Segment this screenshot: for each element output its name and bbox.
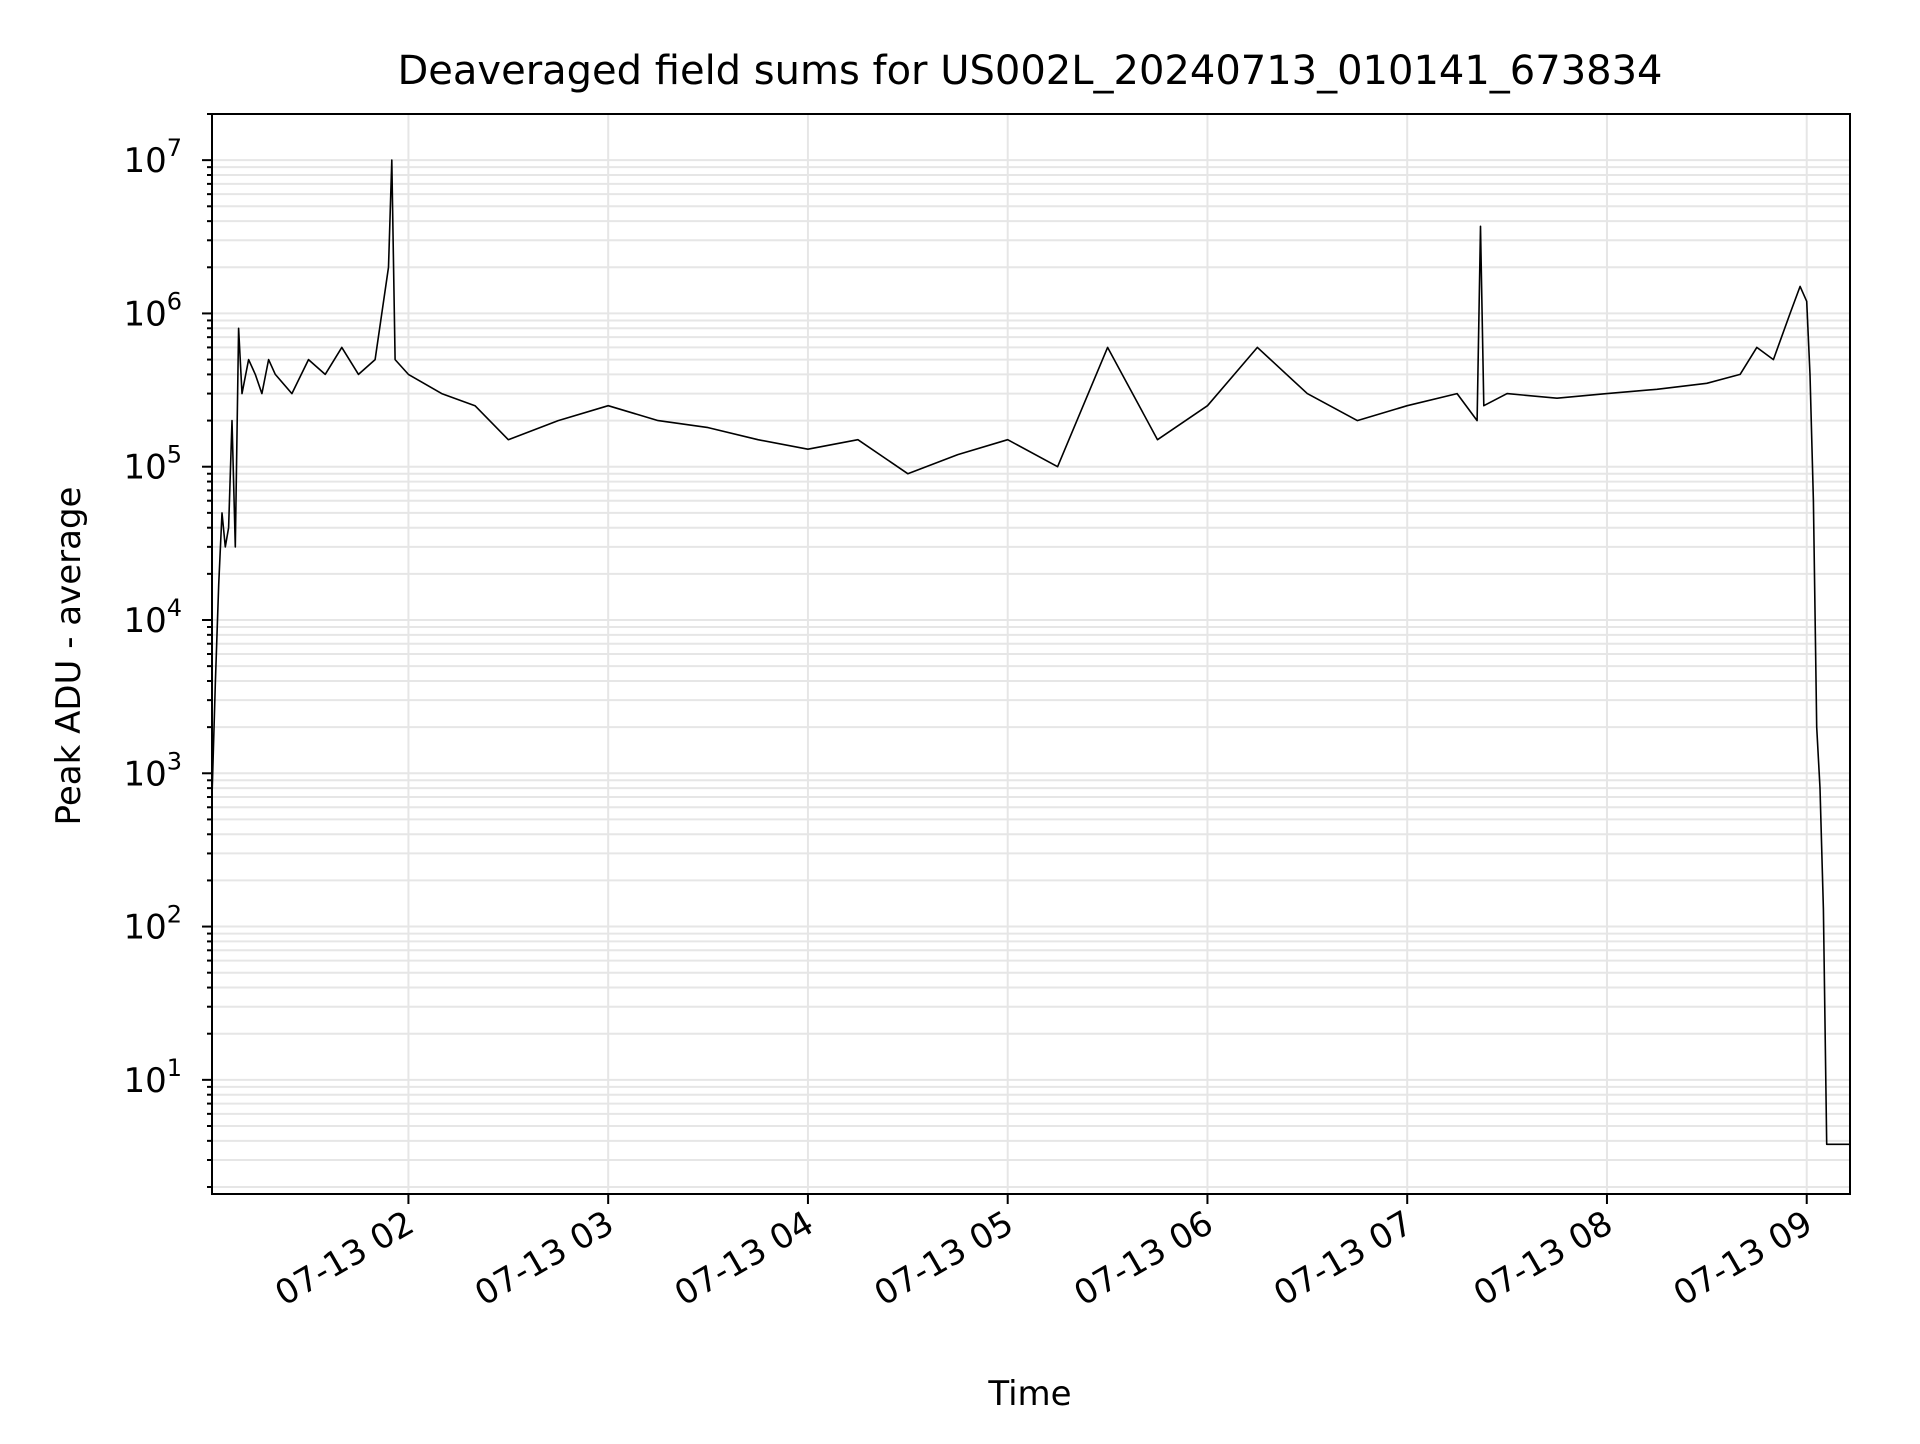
grid-lines [212, 113, 1850, 1194]
x-axis-label: Time [987, 1374, 1071, 1414]
y-tick-label: 104 [123, 594, 182, 641]
chart-title: Deaveraged field sums for US002L_2024071… [398, 48, 1663, 94]
y-tick-label: 101 [123, 1054, 182, 1101]
y-axis-label: Peak ADU - average [49, 487, 89, 826]
y-tick-label: 106 [123, 287, 182, 334]
series-layer [211, 159, 1850, 1146]
series-line [211, 159, 1850, 1146]
y-tick-label: 105 [123, 441, 182, 488]
y-tick-label: 102 [123, 901, 182, 948]
y-tick-label: 107 [123, 134, 182, 181]
y-tick-label: 103 [123, 747, 182, 794]
